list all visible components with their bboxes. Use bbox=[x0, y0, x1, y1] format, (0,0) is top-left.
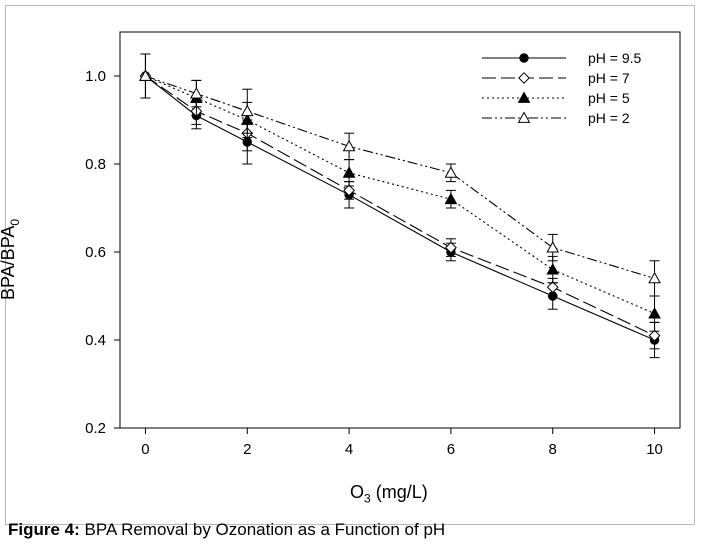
legend-label-ph-2: pH = 2 bbox=[588, 110, 630, 126]
x-tick-label: 6 bbox=[447, 441, 455, 458]
caption-label: Figure 4: bbox=[8, 520, 80, 539]
y-tick-label: 1.0 bbox=[85, 68, 106, 85]
data-point-ph-2 bbox=[648, 271, 661, 284]
x-tick-label: 8 bbox=[549, 441, 557, 458]
data-point-ph-2 bbox=[240, 104, 254, 117]
caption-text: BPA Removal by Ozonation as a Function o… bbox=[84, 520, 446, 539]
x-tick-label: 0 bbox=[141, 441, 149, 458]
legend-label-ph-5: pH = 5 bbox=[588, 90, 630, 106]
data-point-ph-2 bbox=[444, 166, 458, 178]
data-point-ph-7 bbox=[445, 241, 457, 254]
data-point-ph-7 bbox=[343, 184, 355, 197]
x-tick-label: 4 bbox=[345, 441, 353, 458]
legend-marker-ph-2 bbox=[517, 111, 531, 123]
y-tick-label: 0.2 bbox=[85, 420, 106, 437]
y-tick-label: 0.6 bbox=[85, 244, 106, 261]
x-axis-label: O3 (mg/L) bbox=[350, 482, 428, 506]
legend-marker-ph-5 bbox=[517, 91, 531, 103]
legend-label-ph-9-5: pH = 9.5 bbox=[588, 50, 642, 66]
y-tick-label: 0.8 bbox=[85, 156, 106, 173]
data-point-ph-7 bbox=[546, 281, 559, 294]
data-point-ph-5 bbox=[444, 192, 458, 205]
data-point-ph-2 bbox=[546, 241, 560, 253]
data-point-ph-2 bbox=[139, 69, 152, 81]
x-tick-label: 10 bbox=[646, 441, 663, 458]
y-tick-label: 0.4 bbox=[85, 332, 106, 349]
legend-marker-ph-9-5 bbox=[519, 53, 529, 63]
data-point-ph-5 bbox=[342, 166, 356, 178]
figure-caption: Figure 4: BPA Removal by Ozonation as a … bbox=[8, 520, 445, 540]
series-line-ph-5 bbox=[145, 75, 655, 315]
data-point-ph-7 bbox=[648, 329, 661, 342]
x-tick-label: 2 bbox=[243, 441, 251, 458]
legend-marker-ph-7 bbox=[518, 72, 530, 84]
series-line-ph-7 bbox=[145, 75, 655, 337]
series-line-ph-2 bbox=[145, 75, 655, 279]
y-axis-label: BPA/BPA0 bbox=[0, 218, 22, 300]
chart: 0 2 4 6 8 10 0.2 0.4 0.6 0.8 1.0 pH = 9.5 pH = 7 pH =… bbox=[85, 31, 681, 458]
data-point-ph-5 bbox=[648, 307, 661, 319]
data-point-ph-2 bbox=[190, 87, 203, 99]
data-point-ph-2 bbox=[342, 139, 356, 152]
data-point-ph-5 bbox=[546, 263, 560, 275]
legend-label-ph-7: pH = 7 bbox=[588, 70, 630, 86]
plot-area bbox=[119, 31, 681, 429]
series-line-ph-9-5 bbox=[145, 75, 655, 341]
